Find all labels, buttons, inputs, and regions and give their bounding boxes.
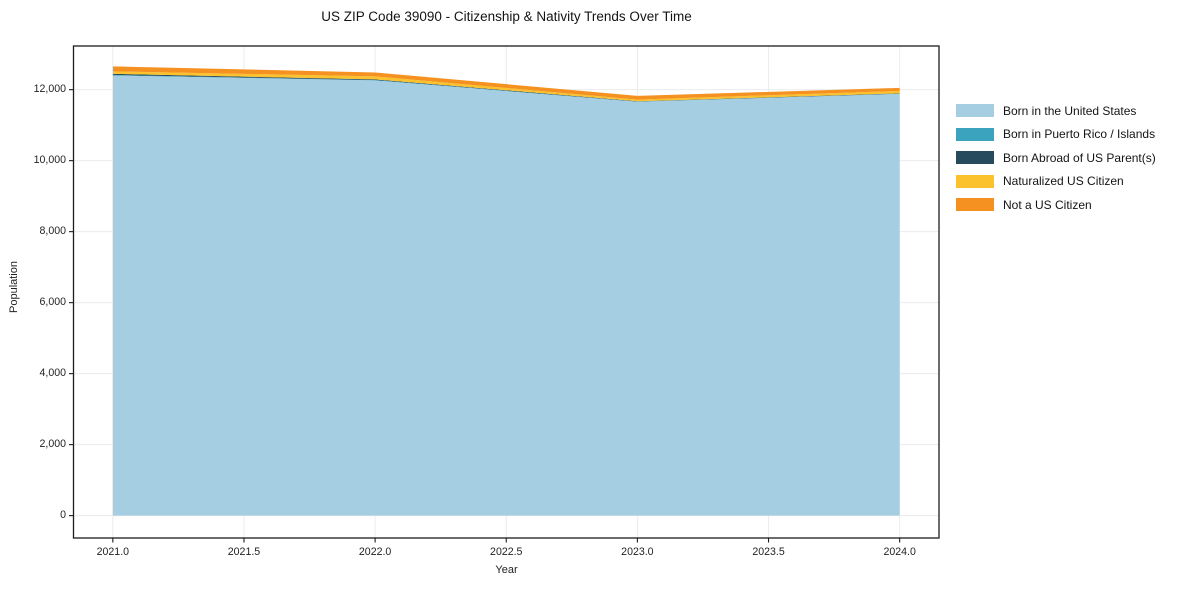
legend-swatch-born-in-the-united-states [956, 104, 994, 117]
legend-label: Born in Puerto Rico / Islands [1003, 127, 1156, 142]
legend-item: Born in the United States [956, 103, 1156, 118]
y-tick-label: 10,000 [33, 154, 66, 167]
legend-item: Born in Puerto Rico / Islands [956, 127, 1156, 142]
legend-label: Not a US Citizen [1003, 197, 1092, 212]
legend-swatch-naturalized-us-citizen [956, 174, 994, 188]
legend-label: Naturalized US Citizen [1003, 174, 1124, 189]
x-tick-label: 2024.0 [883, 546, 916, 558]
y-tick-label: 12,000 [33, 83, 66, 96]
x-tick-label: 2023.0 [621, 546, 654, 558]
y-tick-label: 6,000 [39, 296, 66, 309]
legend-swatch-not-a-us-citizen [956, 198, 994, 212]
y-tick-label: 8,000 [39, 225, 66, 238]
legend-item: Naturalized US Citizen [956, 174, 1156, 189]
x-tick-label: 2023.5 [752, 546, 785, 558]
x-tick-label: 2022.5 [490, 546, 523, 558]
legend-item: Born Abroad of US Parent(s) [956, 150, 1156, 165]
legend-label: Born in the United States [1003, 103, 1137, 118]
legend-item: Not a US Citizen [956, 197, 1156, 212]
legend-label: Born Abroad of US Parent(s) [1003, 150, 1156, 165]
x-tick-label: 2021.0 [96, 546, 130, 558]
chart-title: US ZIP Code 39090 - Citizenship & Nativi… [321, 9, 692, 24]
legend-swatch-born-abroad-of-us-parents [956, 151, 994, 165]
x-tick-label: 2022.0 [358, 546, 392, 558]
x-tick-label: 2021.5 [227, 546, 261, 558]
area-naturalized-us-citizen [112, 71, 900, 102]
area-not-a-us-citizen [112, 66, 900, 100]
legend: Born in the United States Born in Puerto… [956, 104, 1156, 222]
y-tick-label: 2,000 [39, 438, 66, 451]
legend-swatch-born-in-puerto-rico-islands [956, 127, 994, 141]
y-tick-label: 0 [60, 509, 66, 522]
area-born-in-the-united-states [112, 75, 900, 516]
x-axis-label: Year [495, 564, 518, 576]
y-tick-label: 4,000 [39, 367, 66, 380]
